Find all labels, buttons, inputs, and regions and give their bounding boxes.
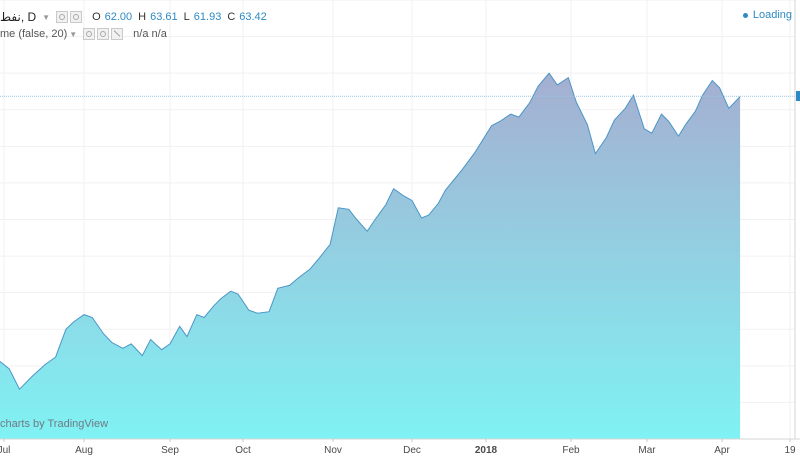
x-tick-label: Mar [638,445,656,456]
series-line [0,72,741,391]
x-tick-label: Jul [0,445,10,456]
x-axis-ticks: Jul Aug Sep Oct Nov Dec 2018 Feb Mar Apr 19 [0,439,796,456]
ohlc-high-label: H [138,11,147,23]
x-tick-label: Feb [562,445,580,456]
x-tick-label: 2018 [475,445,498,456]
eye-icon[interactable] [83,28,96,40]
ohlc-close-label: C [227,11,236,23]
chevron-down-icon[interactable]: ▼ [69,29,78,39]
legend-row-indicator: me (false, 20) ▼ n/a n/a [0,26,167,42]
loading-label: Loading [752,9,792,21]
ohlc-high-value: 63.61 [150,11,178,23]
ohlc-low-label: L [183,11,190,23]
chevron-down-icon[interactable]: ▼ [42,12,51,22]
indicator-values: n/a n/a [133,28,167,40]
loading-dot-icon [742,12,748,18]
area-fill [0,73,741,439]
ohlc-low-value: 61.93 [193,11,222,23]
settings-icon[interactable] [70,11,83,23]
ohlc-close-value: 63.42 [239,11,267,23]
legend-row-symbol: نفط, D ▼ O 62.00 H 63.61 L 61.93 C 63.42 [0,9,273,25]
tradingview-watermark[interactable]: charts by TradingView [0,418,109,430]
x-tick-label: Sep [161,445,179,456]
loading-indicator: Loading [742,9,792,21]
symbol-title[interactable]: نفط, D [0,10,37,24]
last-price-marker [796,91,800,102]
eye-icon[interactable] [56,11,69,23]
x-tick-label: Nov [324,445,342,456]
ohlc-open-value: 62.00 [104,11,133,23]
settings-icon[interactable] [97,28,110,40]
x-tick-label: Aug [75,445,93,456]
close-icon[interactable] [111,28,124,40]
x-tick-label: 19 [784,445,796,456]
ohlc-open-label: O [92,11,101,23]
x-tick-label: Oct [235,445,251,456]
indicator-label[interactable]: me (false, 20) [0,28,68,40]
x-tick-label: Apr [714,445,730,456]
x-tick-label: Dec [403,445,421,456]
